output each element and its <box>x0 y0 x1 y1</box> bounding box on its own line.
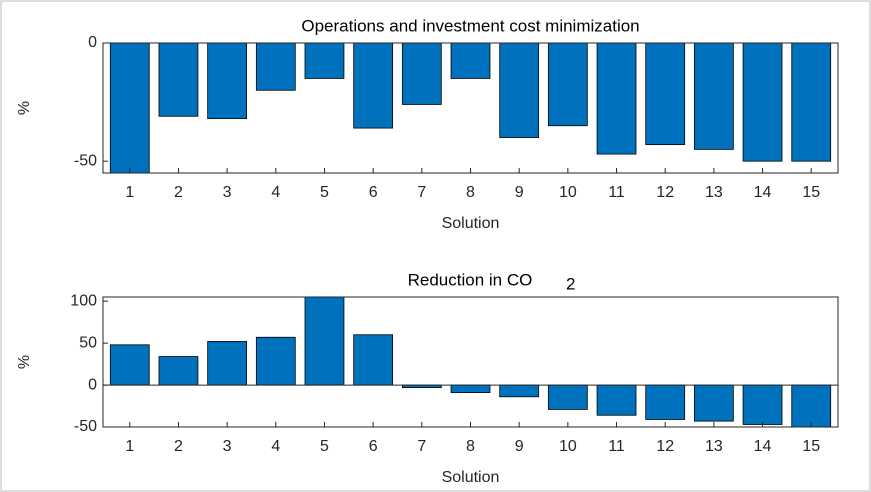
x-tick-label: 4 <box>271 438 280 455</box>
bar <box>207 341 247 386</box>
bar <box>158 43 199 117</box>
bar <box>255 336 296 386</box>
x-tick-label: 6 <box>369 184 378 201</box>
bar <box>353 43 394 129</box>
bar <box>791 384 832 427</box>
chart-title: Operations and investment cost minimizat… <box>301 16 639 35</box>
x-tick-label: 14 <box>754 184 772 201</box>
x-tick-label: 8 <box>466 438 475 455</box>
x-tick-label: 13 <box>705 438 723 455</box>
y-axis-label: % <box>16 355 33 369</box>
x-tick-label: 13 <box>705 184 723 201</box>
x-tick-label: 3 <box>223 438 232 455</box>
bar <box>596 384 637 416</box>
x-tick-label: 2 <box>174 184 183 201</box>
x-axis-label: Solution <box>442 215 500 232</box>
bar <box>304 43 345 79</box>
x-tick-label: 7 <box>417 438 426 455</box>
bar <box>304 297 345 386</box>
x-tick-label: 14 <box>754 438 772 455</box>
bar <box>645 43 686 146</box>
bar <box>596 43 637 155</box>
x-tick-label: 6 <box>369 438 378 455</box>
x-axis-label: Solution <box>442 469 500 486</box>
bar <box>255 43 296 91</box>
x-tick-label: 11 <box>608 438 625 455</box>
x-tick-label: 15 <box>802 184 820 201</box>
x-tick-label: 9 <box>515 184 524 201</box>
x-tick-label: 11 <box>608 184 625 201</box>
axes-box <box>102 296 839 428</box>
bar <box>450 384 491 394</box>
bar <box>499 43 540 138</box>
x-tick-label: 12 <box>656 184 674 201</box>
bar <box>158 356 199 386</box>
y-tick-label: -50 <box>74 152 97 169</box>
x-tick-label: 5 <box>320 438 329 455</box>
bar <box>791 43 832 162</box>
y-axis-label: % <box>16 101 33 115</box>
bar <box>547 43 588 127</box>
x-tick-label: 12 <box>656 438 674 455</box>
x-tick-label: 5 <box>320 184 329 201</box>
bar <box>353 334 394 386</box>
bar <box>742 43 783 162</box>
x-tick-label: 10 <box>559 184 577 201</box>
bar <box>109 344 150 386</box>
x-tick-label: 8 <box>466 184 475 201</box>
x-tick-label: 9 <box>515 438 524 455</box>
x-tick-label: 1 <box>125 438 134 455</box>
x-tick-label: 10 <box>559 438 577 455</box>
x-tick-label: 1 <box>125 184 134 201</box>
y-tick-label: 100 <box>70 292 97 309</box>
y-tick-label: 0 <box>88 34 97 51</box>
y-tick-label: 0 <box>88 376 97 393</box>
bar <box>450 43 491 79</box>
x-tick-label: 2 <box>174 438 183 455</box>
chart-title: Reduction in CO <box>408 270 533 289</box>
bar <box>694 43 734 150</box>
y-tick-label: 50 <box>79 334 97 351</box>
bar <box>207 43 247 120</box>
plot <box>109 297 832 427</box>
plot <box>109 43 832 173</box>
x-tick-label: 15 <box>802 438 820 455</box>
bar <box>499 384 540 398</box>
x-tick-label: 7 <box>417 184 426 201</box>
axes-box <box>102 42 839 174</box>
bar <box>109 43 150 173</box>
bar <box>401 43 442 105</box>
chart-title-subscript: 2 <box>566 274 575 293</box>
bar <box>547 384 588 410</box>
bar <box>645 384 686 420</box>
x-tick-label: 3 <box>223 184 232 201</box>
y-tick-label: -50 <box>74 418 97 435</box>
bar <box>742 384 783 425</box>
bar <box>694 384 734 422</box>
x-tick-label: 4 <box>271 184 280 201</box>
